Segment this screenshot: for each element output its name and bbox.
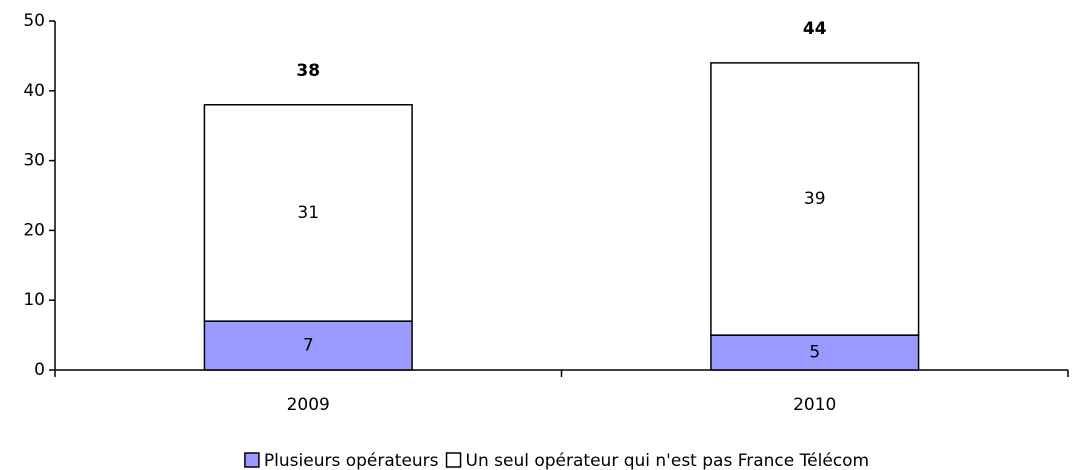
y-tick-label: 30 [23,151,45,171]
legend: Plusieurs opérateurs Un seul opérateur qu… [244,451,870,470]
total-label: 44 [803,19,827,39]
bar-segment [203,104,413,322]
y-tick-label: 20 [23,220,45,240]
legend-label: Un seul opérateur qui n'est pas France T… [466,451,870,470]
legend-label: Plusieurs opérateurs [264,451,439,470]
data-label: 7 [303,336,314,356]
bar-segment [710,334,920,371]
data-label: 39 [804,189,826,209]
legend-swatch [244,452,260,468]
legend-swatch [445,452,462,468]
y-tick-label: 10 [23,290,45,310]
data-label: 5 [809,343,820,363]
bar-segment [203,320,413,371]
y-tick-label: 0 [34,360,45,380]
data-label: 31 [297,203,319,223]
total-label: 38 [296,61,320,81]
x-tick-label: 2010 [793,395,836,415]
x-tick-label: 2009 [287,395,330,415]
y-tick-label: 40 [23,81,45,101]
bar-segment [710,62,920,336]
y-tick-label: 50 [23,11,45,31]
